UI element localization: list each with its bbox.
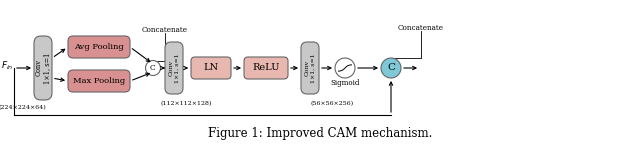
Text: C: C bbox=[387, 63, 395, 72]
Text: Conv
1×1, s=1: Conv 1×1, s=1 bbox=[35, 52, 52, 84]
Text: Figure 1: Improved CAM mechanism.: Figure 1: Improved CAM mechanism. bbox=[208, 128, 432, 141]
FancyBboxPatch shape bbox=[68, 36, 130, 58]
FancyBboxPatch shape bbox=[34, 36, 52, 100]
Circle shape bbox=[145, 60, 161, 75]
Text: (56×56×256): (56×56×256) bbox=[310, 101, 353, 106]
Text: $F_{in}$: $F_{in}$ bbox=[1, 60, 13, 72]
Text: Concatenate: Concatenate bbox=[398, 24, 444, 32]
Text: Avg Pooling: Avg Pooling bbox=[74, 43, 124, 51]
Text: Conv
1×1, s=1: Conv 1×1, s=1 bbox=[168, 53, 179, 83]
Text: Concatenate: Concatenate bbox=[142, 26, 188, 34]
Text: C: C bbox=[150, 64, 156, 72]
FancyBboxPatch shape bbox=[244, 57, 288, 79]
Text: LN: LN bbox=[204, 63, 219, 72]
FancyBboxPatch shape bbox=[301, 42, 319, 94]
Circle shape bbox=[335, 58, 355, 78]
FancyBboxPatch shape bbox=[68, 70, 130, 92]
Text: Max Pooling: Max Pooling bbox=[73, 77, 125, 85]
Text: (112×112×128): (112×112×128) bbox=[160, 101, 212, 106]
Text: Sigmoid: Sigmoid bbox=[330, 79, 360, 87]
FancyBboxPatch shape bbox=[165, 42, 183, 94]
FancyBboxPatch shape bbox=[191, 57, 231, 79]
Text: ReLU: ReLU bbox=[252, 63, 280, 72]
Text: (224×224×64): (224×224×64) bbox=[0, 105, 46, 111]
Circle shape bbox=[381, 58, 401, 78]
Text: Conv
1×1, s=1: Conv 1×1, s=1 bbox=[305, 53, 316, 83]
